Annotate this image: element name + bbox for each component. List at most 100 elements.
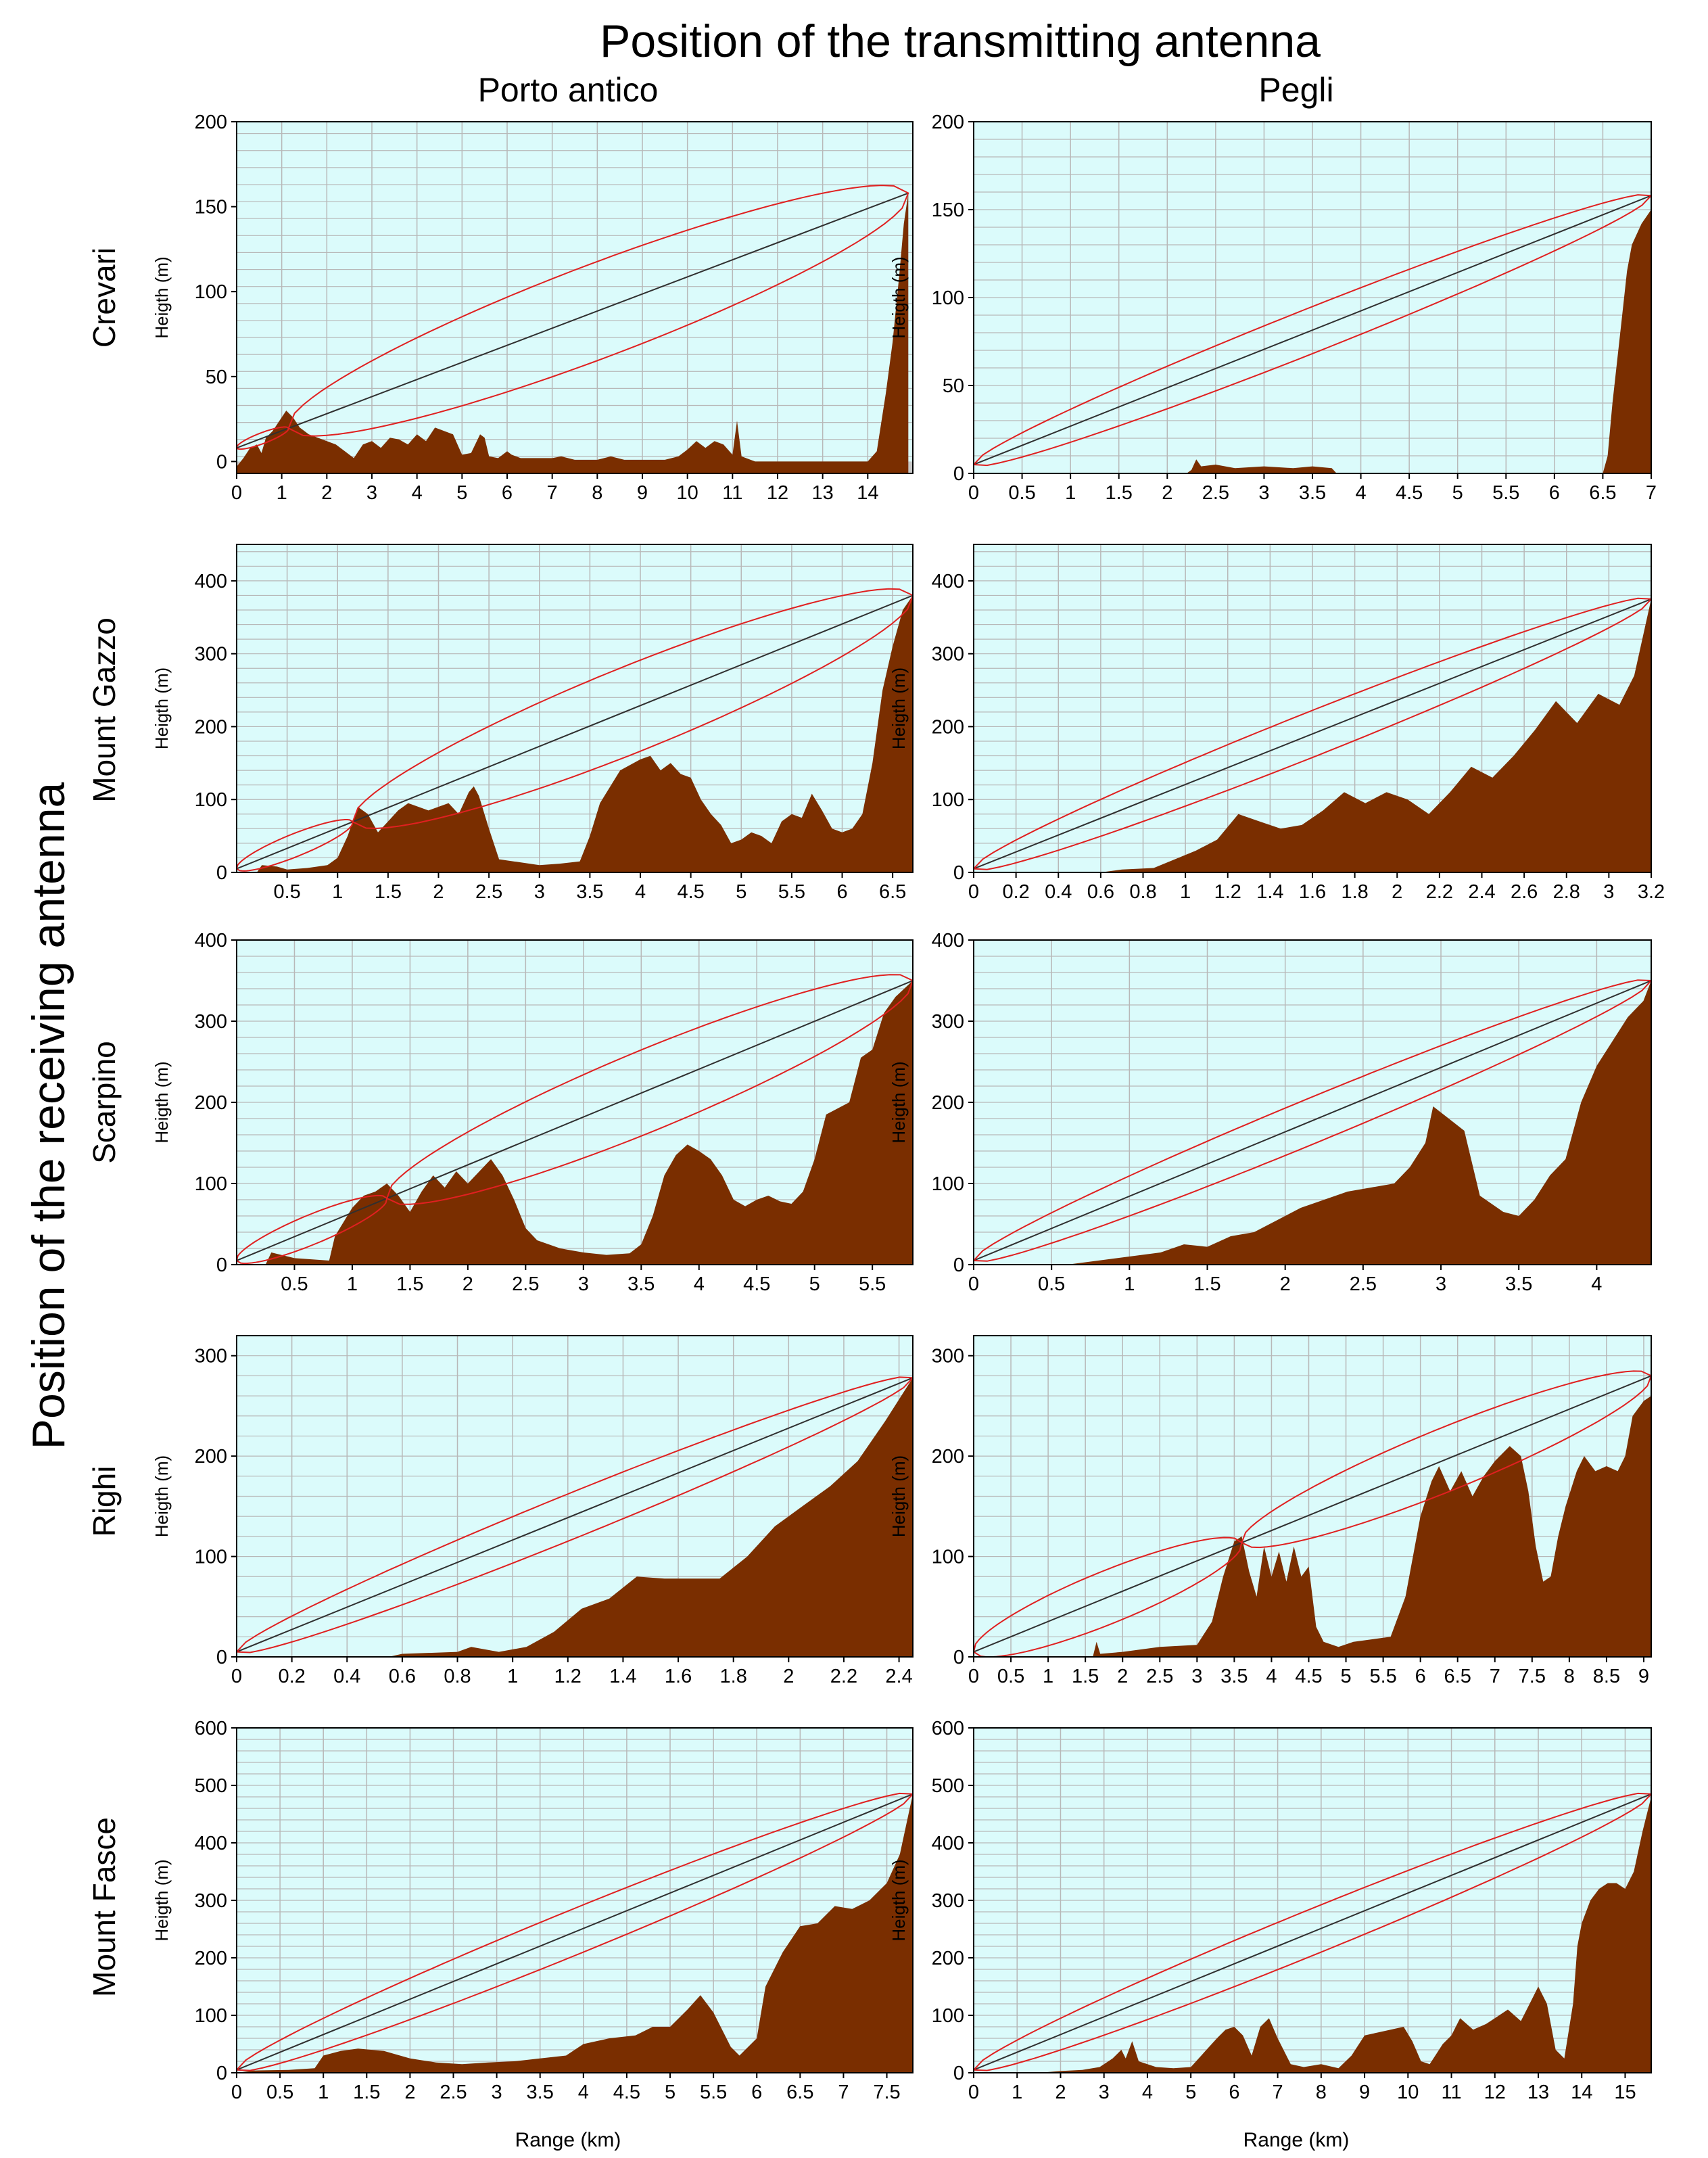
x-tick-label: 8 [592, 482, 602, 504]
x-tick-label: 10 [1397, 2082, 1419, 2103]
plot-area [974, 194, 1651, 473]
fresnel-ellipse [385, 974, 913, 1205]
fresnel-ellipse [974, 194, 1651, 467]
y-tick-label: 300 [195, 1011, 227, 1033]
x-tick-label: 2.5 [1146, 1666, 1173, 1687]
x-tick-label: 3 [1436, 1273, 1446, 1295]
y-tick-label: 400 [932, 1833, 964, 1854]
y-tick-label: 300 [932, 1890, 964, 1912]
row-title-mount-fasce: Mount Fasce [87, 1817, 122, 1997]
x-tick-label: 1 [347, 1273, 358, 1295]
x-tick-label: 14 [857, 482, 878, 504]
x-tick-label: 2.5 [1202, 482, 1229, 504]
y-tick-label: 200 [932, 1948, 964, 1969]
x-tick-label: 1 [1124, 1273, 1135, 1295]
y-tick-label: 0 [216, 2063, 227, 2084]
x-tick-label: 1 [1012, 2082, 1022, 2103]
x-tick-label: 4 [635, 881, 646, 903]
x-tick-label: 0.5 [997, 1666, 1024, 1687]
x-tick-label: 4 [1356, 482, 1367, 504]
x-tick-label: 6 [1415, 1666, 1426, 1687]
plot-area [974, 979, 1651, 1265]
x-tick-label: 8 [1316, 2082, 1327, 2103]
y-tick-label: 300 [195, 1890, 227, 1912]
x-tick-label: 7 [1646, 482, 1657, 504]
x-tick-label: 1 [277, 482, 287, 504]
plot-area [237, 974, 913, 1265]
y-tick-label: 500 [932, 1775, 964, 1797]
plot-frame [236, 121, 914, 474]
y-tick-label: 200 [195, 1948, 227, 1969]
terrain-profile [237, 1378, 913, 1657]
y-tick-label: 100 [195, 789, 227, 811]
x-tick-label: 3 [366, 482, 377, 504]
x-tick-label: 0 [231, 482, 242, 504]
row-title-mount-gazzo: Mount Gazzo [87, 617, 122, 803]
y-tick-label: 200 [195, 1092, 227, 1114]
x-tick-label: 5.5 [1492, 482, 1519, 504]
x-tick-label: 1 [1065, 482, 1076, 504]
x-tick-label: 1 [332, 881, 343, 903]
y-tick-label: 0 [216, 1254, 227, 1276]
x-tick-label: 1.5 [1072, 1666, 1099, 1687]
y-tick-label: 0 [953, 1647, 964, 1668]
y-tick-label: 0 [953, 1254, 964, 1276]
x-tick-label: 5 [1185, 2082, 1196, 2103]
x-tick-label: 8 [1564, 1666, 1575, 1687]
x-tick-label: 8.5 [1593, 1666, 1620, 1687]
x-tick-label: 7 [838, 2082, 849, 2103]
x-tick-label: 1 [507, 1666, 518, 1687]
y-tick-label: 200 [932, 1092, 964, 1114]
plot-background [237, 122, 913, 473]
x-tick-label: 2.5 [512, 1273, 539, 1295]
x-tick-label: 4 [1266, 1666, 1277, 1687]
x-tick-label: 2.8 [1553, 881, 1580, 903]
x-tick-label: 6 [1549, 482, 1560, 504]
x-tick-label: 1 [1043, 1666, 1053, 1687]
line-of-sight [237, 980, 913, 1261]
terrain-profile [974, 599, 1651, 872]
x-tick-label: 2.2 [1426, 881, 1453, 903]
x-tick-label: 7 [1490, 1666, 1500, 1687]
plot-frame [236, 544, 914, 873]
x-tick-label: 4.5 [1295, 1666, 1322, 1687]
y-axis-label: Heigth (m) [888, 1455, 909, 1537]
fresnel-ellipse [287, 185, 909, 437]
y-tick-label: 0 [216, 451, 227, 473]
row-title-crevari: Crevari [87, 248, 122, 348]
fresnel-ellipse [237, 1376, 913, 1653]
fresnel-ellipse [974, 1792, 1651, 2071]
x-tick-label: 0.4 [1045, 881, 1072, 903]
y-tick-label: 50 [943, 375, 964, 397]
x-tick-label: 0.5 [281, 1273, 308, 1295]
x-tick-label: 2 [1392, 881, 1402, 903]
x-tick-label: 6 [502, 482, 513, 504]
x-tick-label: 12 [1484, 2082, 1506, 2103]
x-tick-label: 9 [1359, 2082, 1370, 2103]
y-tick-label: 150 [932, 200, 964, 221]
x-tick-label: 13 [1527, 2082, 1549, 2103]
x-tick-label: 0.2 [1002, 881, 1029, 903]
x-tick-label: 0.6 [1087, 881, 1114, 903]
x-tick-label: 2 [1280, 1273, 1291, 1295]
x-tick-label: 6 [836, 881, 847, 903]
y-axis-label: Heigth (m) [888, 256, 909, 338]
y-tick-label: 300 [195, 1346, 227, 1367]
y-axis-label: Heigth (m) [888, 1859, 909, 1941]
terrain-profile [974, 1396, 1651, 1657]
x-tick-label: 2 [321, 482, 332, 504]
x-tick-label: 4 [1591, 1273, 1602, 1295]
terrain-profile [974, 1797, 1651, 2073]
x-tick-label: 5 [665, 2082, 675, 2103]
x-tick-label: 5.5 [1369, 1666, 1396, 1687]
x-tick-label: 3.5 [1505, 1273, 1532, 1295]
x-tick-label: 1.5 [353, 2082, 380, 2103]
x-tick-label: 3.2 [1638, 881, 1665, 903]
y-tick-label: 200 [932, 716, 964, 738]
plot-frame [236, 1335, 914, 1658]
x-tick-label: 3.5 [627, 1273, 655, 1295]
x-tick-label: 4.5 [1396, 482, 1423, 504]
column-title-pegli: Pegli [1258, 71, 1333, 109]
line-of-sight [237, 594, 913, 870]
